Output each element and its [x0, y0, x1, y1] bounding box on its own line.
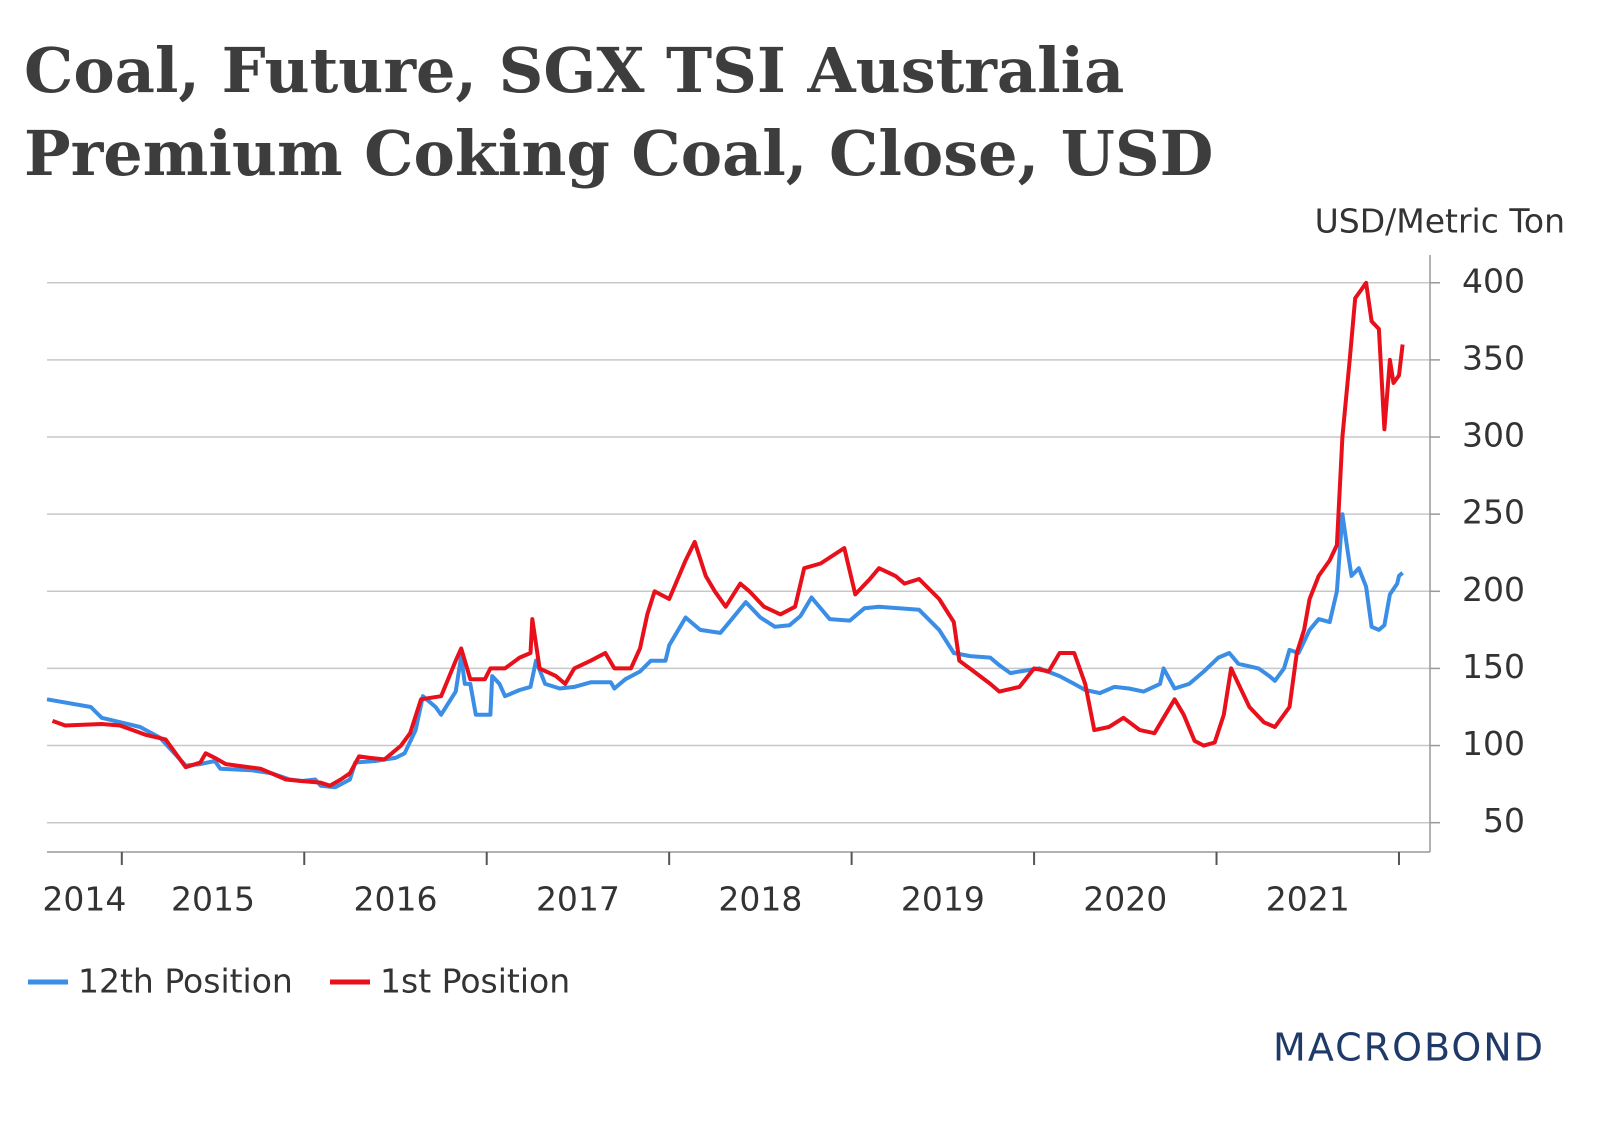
- y-tick-label: 50: [1483, 801, 1525, 840]
- y-axis-label: USD/Metric Ton: [1315, 202, 1565, 241]
- y-tick-label: 350: [1462, 338, 1525, 377]
- legend-label: 12th Position: [78, 962, 293, 1001]
- x-tick-label: 2016: [353, 880, 437, 919]
- x-tick-label: 2017: [536, 880, 620, 919]
- y-tick-label: 100: [1462, 724, 1525, 763]
- chart-title: Coal, Future, SGX TSI Australia: [24, 34, 1124, 107]
- series-line: [51, 280, 1405, 788]
- chart-title: Premium Coking Coal, Close, USD: [24, 117, 1213, 190]
- y-tick-label: 400: [1462, 261, 1525, 300]
- x-tick-label: 2018: [718, 880, 802, 919]
- y-tick-label: 200: [1462, 570, 1525, 609]
- legend-label: 1st Position: [380, 962, 570, 1001]
- x-tick-label: 2015: [171, 880, 255, 919]
- y-tick-label: 300: [1462, 416, 1525, 455]
- x-tick-label: 2014: [42, 880, 126, 919]
- y-tick-label: 250: [1462, 493, 1525, 532]
- series-line: [46, 512, 1404, 790]
- x-tick-label: 2021: [1266, 880, 1350, 919]
- x-tick-label: 2019: [901, 880, 985, 919]
- logo: MACROBOND: [1273, 1026, 1545, 1070]
- y-tick-label: 150: [1462, 647, 1525, 686]
- x-tick-label: 2020: [1083, 880, 1167, 919]
